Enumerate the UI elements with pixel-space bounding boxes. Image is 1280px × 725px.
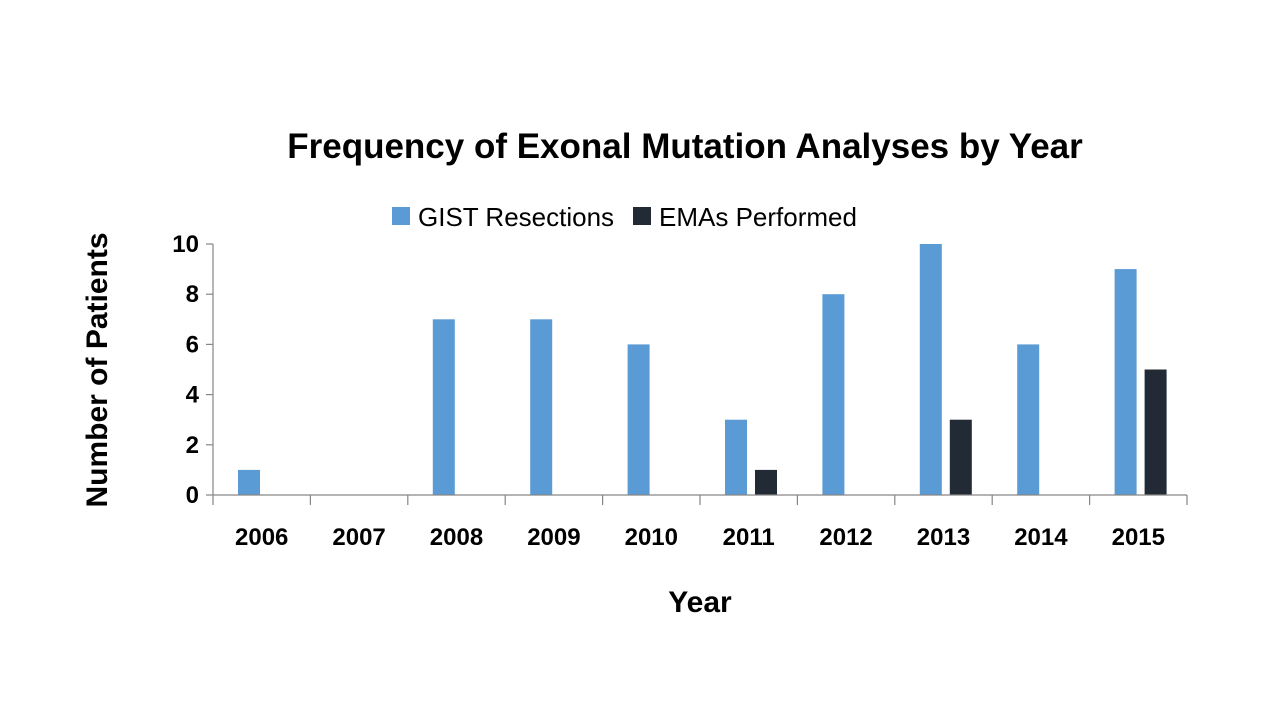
legend-label-gist-resections: GIST Resections <box>418 202 614 232</box>
x-axis-ticks: 2006 2007 2008 2009 2010 2011 2012 2013 2014 2015 <box>212 495 1188 551</box>
x-tick-label: 2015 <box>1112 524 1165 551</box>
x-tick-label: 2008 <box>430 524 483 551</box>
bar-gist-resections-2012 <box>822 294 845 495</box>
x-tick-label: 2010 <box>625 524 678 551</box>
x-tick-label: 2013 <box>917 524 970 551</box>
bar-emas-performed-2011 <box>755 469 777 495</box>
y-tick-label: 6 <box>186 331 199 358</box>
bar-emas-performed-2015 <box>1144 369 1167 495</box>
bar-gist-resections-2009 <box>530 319 553 495</box>
legend: GIST Resections EMAs Performed <box>392 202 857 232</box>
bar-gist-resections-2015 <box>1114 269 1137 495</box>
x-tick-label: 2006 <box>235 524 288 551</box>
y-tick-label: 8 <box>186 281 199 308</box>
y-axis-label: Number of Patients <box>81 232 114 507</box>
bar-emas-performed-2013 <box>949 419 972 495</box>
bars <box>238 244 1167 495</box>
y-tick-label: 0 <box>186 482 199 509</box>
x-tick-label: 2007 <box>332 524 385 551</box>
x-tick-label: 2012 <box>819 524 872 551</box>
axes <box>212 244 1187 496</box>
x-tick-label: 2014 <box>1014 524 1068 551</box>
bar-gist-resections-2008 <box>432 319 455 495</box>
legend-swatch-gist-resections <box>392 207 410 225</box>
x-axis-label: Year <box>668 586 732 619</box>
bar-gist-resections-2006 <box>238 469 260 495</box>
legend-swatch-emas-performed <box>633 207 651 225</box>
y-axis-ticks: 0 2 4 6 8 10 <box>172 231 213 509</box>
x-tick-label: 2009 <box>527 524 580 551</box>
y-tick-label: 2 <box>186 432 199 459</box>
bar-gist-resections-2011 <box>725 419 747 495</box>
y-tick-label: 4 <box>186 382 200 409</box>
bar-gist-resections-2010 <box>627 344 650 495</box>
legend-label-emas-performed: EMAs Performed <box>659 202 857 232</box>
bar-gist-resections-2014 <box>1017 344 1040 495</box>
x-tick-label: 2011 <box>723 524 775 551</box>
y-tick-label: 10 <box>172 231 199 258</box>
bar-gist-resections-2013 <box>919 244 942 495</box>
chart-title: Frequency of Exonal Mutation Analyses by… <box>287 127 1083 166</box>
